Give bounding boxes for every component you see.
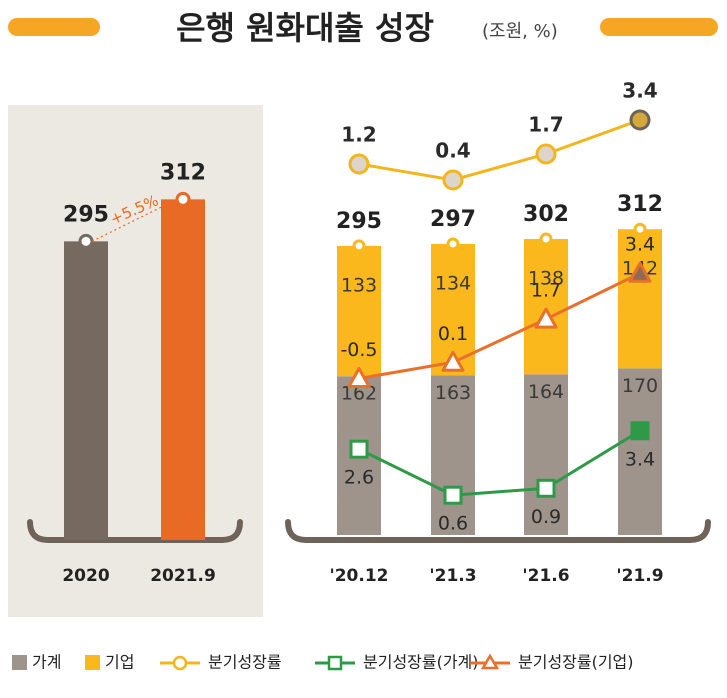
x-tick-label: '21.3 <box>429 566 476 586</box>
line-marker <box>441 350 465 372</box>
legend-label: 가계 <box>32 653 61 672</box>
line-value-label: 0.6 <box>438 513 468 535</box>
line-value-label: -0.5 <box>340 339 377 361</box>
title-deco <box>600 18 718 36</box>
line-marker <box>348 153 370 175</box>
total-label: 297 <box>430 207 476 232</box>
title: 은행 원화대출 성장 <box>176 9 434 47</box>
total-marker <box>446 237 460 251</box>
line-value-label: 1.2 <box>341 123 376 147</box>
line-marker <box>443 485 463 505</box>
legend-marker <box>327 655 343 671</box>
total-label: 295 <box>336 209 382 234</box>
bar-segment <box>524 374 568 535</box>
total-marker <box>539 232 553 246</box>
legend-label: 분기성장률(기업) <box>518 653 634 672</box>
bar-segment <box>618 368 662 535</box>
x-tick-label: 2020 <box>62 566 109 586</box>
legend-swatch <box>12 655 27 670</box>
bar-top-marker <box>78 233 94 249</box>
segment-label: 133 <box>341 274 377 296</box>
line-value-label: 0.1 <box>438 323 468 345</box>
bar-segment <box>524 239 568 375</box>
total-marker <box>633 222 647 236</box>
line-marker <box>536 478 556 498</box>
legend-label: 기업 <box>105 653 134 672</box>
line-marker <box>442 169 464 191</box>
line-value-label: 2.6 <box>344 467 374 489</box>
segment-label: 163 <box>435 382 471 404</box>
bar <box>161 199 205 541</box>
line-value-label: 3.4 <box>625 448 655 470</box>
growth-line <box>358 118 641 182</box>
total-label: 312 <box>617 192 663 217</box>
segment-label: 164 <box>528 381 564 403</box>
base-bracket <box>27 519 243 543</box>
segment-label: 162 <box>341 383 377 405</box>
line-marker <box>535 143 557 165</box>
total-label: 302 <box>523 202 569 227</box>
growth-line <box>358 271 641 380</box>
line-value-label: 0.9 <box>531 506 561 528</box>
x-tick-label: 2021.9 <box>150 566 216 586</box>
value-label: 312 <box>160 160 206 185</box>
value-label: 295 <box>63 202 109 227</box>
bar-top-marker <box>175 191 191 207</box>
legend-label: 분기성장률(가계) <box>363 653 479 672</box>
legend-marker <box>480 653 500 670</box>
x-tick-label: '20.12 <box>330 566 389 586</box>
line-marker <box>628 261 652 283</box>
line-value-label: 3.4 <box>622 79 657 103</box>
legend-swatch <box>85 655 100 670</box>
bar <box>64 241 108 540</box>
line-marker <box>347 367 371 388</box>
x-tick-label: '21.6 <box>522 566 569 586</box>
line-value-label: 3.4 <box>625 234 655 256</box>
line-marker <box>630 421 650 441</box>
line-marker <box>349 439 369 459</box>
panel-bg <box>8 105 263 617</box>
line-value-label: 1.7 <box>531 280 561 302</box>
bar-segment <box>618 229 662 369</box>
subtitle: (조원, %) <box>482 21 558 42</box>
line-marker <box>534 307 558 329</box>
title-deco <box>8 18 100 36</box>
base-bracket <box>285 519 711 543</box>
x-tick-label: '21.9 <box>616 566 663 586</box>
bar-segment <box>337 245 381 377</box>
legend-label: 분기성장률 <box>208 653 282 672</box>
total-marker <box>352 239 366 253</box>
line-marker <box>629 109 651 131</box>
segment-label: 134 <box>435 272 471 294</box>
line-value-label: 1.7 <box>528 113 563 137</box>
bar-segment <box>431 375 475 535</box>
growth-connector <box>91 198 178 242</box>
segment-label: 138 <box>528 268 564 290</box>
segment-label: 170 <box>622 375 658 397</box>
legend-marker <box>172 655 188 671</box>
growth-line <box>358 429 641 497</box>
line-value-label: 0.4 <box>435 139 470 163</box>
